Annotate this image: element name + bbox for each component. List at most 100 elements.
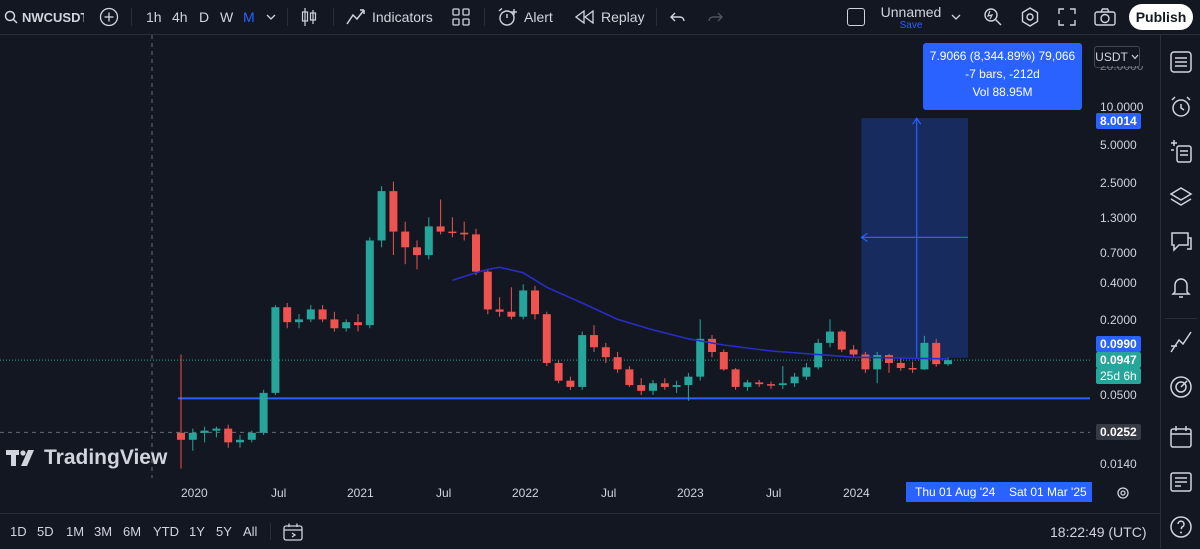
candle-body (625, 369, 634, 386)
candle-body (295, 319, 303, 323)
measure-arrow-head (912, 117, 922, 125)
layers-button[interactable] (1169, 185, 1193, 209)
interval-d[interactable]: D (199, 0, 209, 34)
candles-layer (177, 181, 952, 469)
range-label: 3M (94, 524, 113, 539)
divider (1165, 318, 1197, 319)
indicators-button[interactable]: Indicators (346, 0, 433, 34)
interval-1h[interactable]: 1h (146, 0, 162, 34)
range-5y[interactable]: 5Y (216, 514, 232, 549)
alerts-button[interactable] (1169, 95, 1193, 119)
range-label: All (243, 524, 258, 539)
calendar-icon (1170, 426, 1192, 448)
range-ytd[interactable]: YTD (153, 514, 179, 549)
candle-body (188, 432, 197, 440)
divider (333, 8, 334, 26)
candle-body (837, 331, 846, 350)
time-tick: 2022 (512, 486, 539, 500)
undo-icon (670, 12, 685, 22)
candle-body (920, 342, 929, 370)
layout-dropdown[interactable] (951, 0, 961, 34)
alert-button[interactable]: Alert (497, 0, 553, 34)
range-label: 1Y (189, 524, 205, 539)
object-tree-button[interactable] (1169, 140, 1193, 164)
candles-icon (301, 8, 317, 26)
news-button[interactable] (1169, 470, 1193, 494)
watchlist-button[interactable] (1169, 50, 1193, 74)
quick-search-button[interactable] (983, 0, 1003, 34)
measure-tooltip: 7.9066 (8,344.89%) 79,066 -7 bars, -212d… (923, 43, 1082, 110)
calendar-button[interactable] (1169, 425, 1193, 449)
range-5d[interactable]: 5D (37, 514, 54, 549)
measure-arrow-head (860, 232, 868, 242)
bottom-toolbar: 1D 5D 1M 3M 6M YTD 1Y 5Y All 18:22:49 (U… (0, 513, 1160, 549)
chart-type-button[interactable] (300, 0, 318, 34)
candle-body (885, 355, 893, 363)
candle-body (849, 349, 858, 355)
data-window-button[interactable] (1169, 375, 1193, 399)
clock-label: 18:22:49 (UTC) (1050, 523, 1147, 540)
help-button[interactable] (1169, 515, 1193, 539)
settings-button[interactable] (1020, 0, 1040, 34)
range-1d[interactable]: 1D (10, 514, 27, 549)
divider (484, 8, 485, 26)
candle-body (519, 290, 528, 317)
symbol-search[interactable]: NWCUSDT (4, 0, 84, 34)
range-label: 5Y (216, 524, 232, 539)
go-to-date-button[interactable] (283, 514, 303, 549)
price-tick: 1.3000 (1100, 211, 1137, 225)
candle-body (767, 384, 775, 386)
search-icon (4, 10, 18, 24)
layout-checkbox[interactable] (847, 0, 865, 34)
range-1m[interactable]: 1M (66, 514, 84, 549)
range-6m[interactable]: 6M (123, 514, 141, 549)
clock-button[interactable]: 18:22:49 (UTC) (1050, 514, 1146, 549)
candle-body (932, 342, 941, 365)
interval-4h[interactable]: 4h (172, 0, 188, 34)
price-tick: 0.0140 (1100, 457, 1137, 471)
candle-body (731, 369, 740, 387)
camera-icon (1094, 8, 1116, 26)
range-label: 5D (37, 524, 54, 539)
range-3m[interactable]: 3M (94, 514, 112, 549)
time-tick: Jul (766, 486, 782, 500)
price-chart[interactable] (0, 35, 1160, 513)
publish-label: Publish (1135, 9, 1187, 25)
candle-body (389, 191, 398, 232)
templates-button[interactable] (452, 0, 470, 34)
publish-button[interactable]: Publish (1129, 4, 1193, 30)
price-tick: 2.5000 (1100, 176, 1137, 190)
chats-button[interactable] (1169, 230, 1193, 254)
range-all[interactable]: All (243, 514, 257, 549)
axis-settings-button[interactable] (1116, 486, 1130, 503)
candle-body (566, 380, 575, 387)
snapshot-button[interactable] (1094, 0, 1116, 34)
fullscreen-button[interactable] (1058, 0, 1076, 34)
currency-selector[interactable]: USDT (1094, 46, 1140, 68)
add-symbol-button[interactable] (99, 0, 119, 34)
candle-body (483, 271, 492, 310)
help-icon (1170, 516, 1192, 538)
ideas-button[interactable] (1169, 330, 1193, 354)
redo-button[interactable] (707, 0, 723, 34)
replay-button[interactable]: Replay (575, 0, 645, 34)
divider (287, 8, 288, 26)
chevron-down-icon (1131, 54, 1139, 60)
candle-body (342, 322, 351, 329)
candle-body (283, 307, 292, 323)
layout-name: Unnamed (880, 4, 942, 20)
notifications-button[interactable] (1169, 275, 1193, 299)
interval-label: W (220, 9, 234, 25)
price-tick: 0.2000 (1100, 313, 1137, 327)
range-1y[interactable]: 1Y (189, 514, 205, 549)
candle-body (259, 392, 268, 433)
layout-name-button[interactable]: Unnamed Save (878, 4, 944, 31)
interval-label: 1h (146, 9, 162, 25)
time-tick: Jul (271, 486, 287, 500)
interval-w[interactable]: W (220, 0, 233, 34)
candle-body (778, 383, 787, 386)
interval-m[interactable]: M (243, 0, 255, 34)
undo-button[interactable] (670, 0, 686, 34)
pencil-icon (1170, 331, 1192, 353)
interval-dropdown[interactable] (266, 0, 276, 34)
